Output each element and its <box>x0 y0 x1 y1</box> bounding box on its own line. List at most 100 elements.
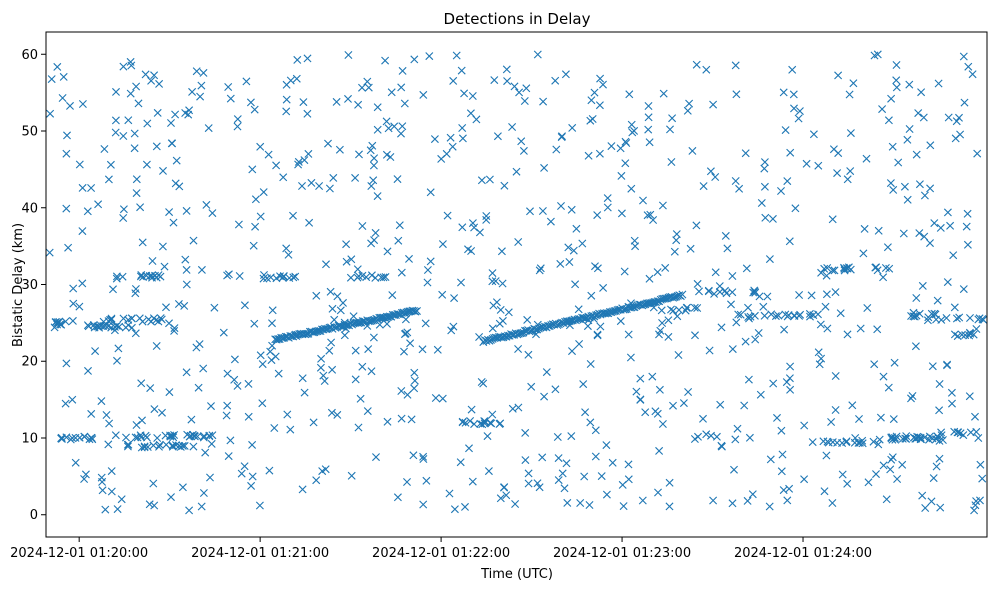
data-point <box>829 145 838 154</box>
data-point <box>383 319 391 328</box>
data-point <box>148 257 157 265</box>
data-point <box>468 477 477 486</box>
data-point <box>340 331 349 340</box>
data-point <box>75 433 84 442</box>
data-point <box>586 418 595 427</box>
data-point <box>461 502 469 511</box>
data-point <box>153 108 162 117</box>
data-point <box>199 364 208 373</box>
data-point <box>823 437 832 446</box>
data-point <box>679 399 688 408</box>
data-point <box>760 182 769 191</box>
data-point <box>114 344 123 353</box>
data-point <box>387 88 396 97</box>
data-point <box>312 476 321 485</box>
data-point <box>661 294 670 303</box>
data-point <box>161 431 170 440</box>
data-point <box>369 161 378 170</box>
data-point <box>732 318 741 327</box>
data-point <box>795 291 804 299</box>
data-point <box>122 433 130 442</box>
data-point <box>706 167 715 176</box>
data-point <box>400 330 409 339</box>
data-point <box>816 320 825 329</box>
data-point <box>167 119 175 127</box>
data-points <box>45 50 988 515</box>
data-point <box>358 222 367 230</box>
data-point <box>814 348 823 357</box>
data-point <box>836 309 845 318</box>
data-point <box>887 94 896 103</box>
data-point <box>636 395 645 404</box>
data-point <box>349 312 358 321</box>
data-point <box>783 177 792 186</box>
data-point <box>932 462 941 471</box>
data-point <box>136 203 145 212</box>
data-point <box>603 194 612 203</box>
data-point <box>843 264 852 273</box>
data-point <box>371 273 380 282</box>
data-point <box>141 70 150 79</box>
data-point <box>860 224 869 233</box>
x-tick-label: 2024-12-01 01:21:00 <box>191 546 329 561</box>
data-point <box>659 89 668 98</box>
data-point <box>477 176 486 185</box>
data-point <box>233 115 242 124</box>
data-point <box>943 361 951 370</box>
data-point <box>456 458 465 467</box>
data-point <box>45 248 54 257</box>
data-point <box>978 474 987 483</box>
data-point <box>78 183 87 192</box>
data-point <box>346 273 355 282</box>
data-point <box>468 92 477 100</box>
x-tick-label: 2024-12-01 01:22:00 <box>372 546 510 561</box>
data-point <box>152 316 160 325</box>
data-point <box>480 419 489 428</box>
data-point <box>673 291 682 300</box>
data-point <box>711 268 720 277</box>
data-point <box>574 305 583 314</box>
data-point <box>131 285 140 293</box>
data-point <box>118 272 127 281</box>
data-point <box>410 55 419 64</box>
data-point <box>78 279 87 288</box>
data-point <box>443 211 452 220</box>
data-point <box>777 467 786 476</box>
data-point <box>384 124 393 133</box>
data-point <box>492 298 501 307</box>
data-point <box>889 185 898 194</box>
data-point <box>336 306 345 315</box>
data-point <box>194 383 203 392</box>
data-point <box>514 238 523 246</box>
data-point <box>899 229 908 238</box>
data-point <box>599 80 607 89</box>
data-point <box>460 89 469 98</box>
data-point <box>393 310 402 318</box>
data-point <box>872 263 881 272</box>
data-point <box>950 427 959 436</box>
data-point <box>397 268 406 277</box>
data-point <box>767 310 776 319</box>
data-point <box>641 300 650 309</box>
data-point <box>458 418 467 427</box>
data-point <box>458 124 467 132</box>
data-point <box>375 320 384 329</box>
data-point <box>484 467 493 476</box>
data-point <box>783 496 792 505</box>
data-point <box>101 505 110 514</box>
data-point <box>196 92 205 101</box>
data-point <box>552 145 561 154</box>
data-point <box>522 84 531 93</box>
data-point <box>873 325 882 334</box>
data-point <box>885 264 894 273</box>
data-point <box>71 458 80 467</box>
data-point <box>759 302 768 311</box>
data-point <box>282 107 291 116</box>
data-point <box>890 358 899 367</box>
data-point <box>291 272 300 281</box>
data-point <box>912 294 921 302</box>
data-point <box>449 322 458 331</box>
data-point <box>891 433 899 442</box>
data-point <box>363 321 372 330</box>
